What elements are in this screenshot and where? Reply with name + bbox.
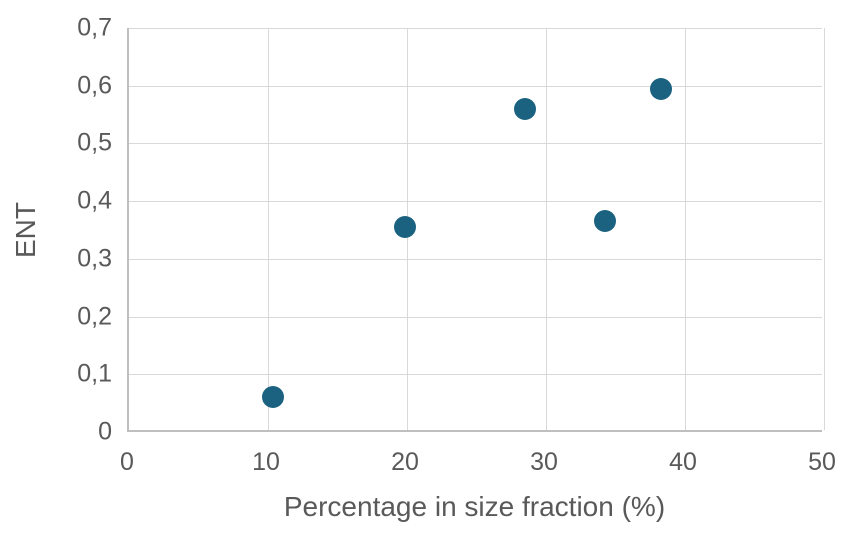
vertical-gridline: [824, 28, 825, 430]
horizontal-gridline: [129, 143, 822, 145]
y-tick-label: 0,7: [77, 13, 112, 42]
y-tick-label: 0,1: [77, 359, 112, 388]
vertical-gridline: [685, 28, 686, 430]
x-tick-label: 50: [808, 448, 836, 476]
vertical-gridline: [268, 28, 269, 430]
x-tick-label: 0: [120, 448, 134, 476]
scatter-data-point: [513, 97, 536, 120]
x-tick-label: 20: [391, 448, 419, 476]
y-tick-label: 0,6: [77, 71, 112, 100]
scatter-data-point: [394, 216, 416, 239]
x-tick-label: 30: [530, 448, 558, 476]
y-tick-label: 0,4: [77, 186, 112, 215]
horizontal-gridline: [129, 201, 822, 203]
horizontal-gridline: [129, 374, 822, 376]
scatter-data-point: [649, 77, 672, 100]
horizontal-gridline: [129, 85, 822, 87]
x-tick-label: 10: [252, 448, 280, 476]
horizontal-gridline: [129, 316, 822, 318]
y-tick-label: 0,5: [77, 128, 112, 157]
y-tick-label: 0,2: [77, 302, 112, 331]
scatter-data-point: [594, 210, 617, 233]
x-tick-label: 40: [669, 448, 697, 476]
plot-area: [127, 28, 825, 432]
x-axis-title: Percentage in size fraction (%): [283, 491, 666, 522]
horizontal-gridline: [129, 258, 822, 260]
horizontal-gridline: [129, 28, 822, 29]
vertical-gridline: [546, 28, 547, 430]
scatter-data-point: [261, 386, 284, 409]
y-tick-label: 0: [98, 417, 112, 446]
y-tick-label: 0,3: [77, 244, 112, 273]
